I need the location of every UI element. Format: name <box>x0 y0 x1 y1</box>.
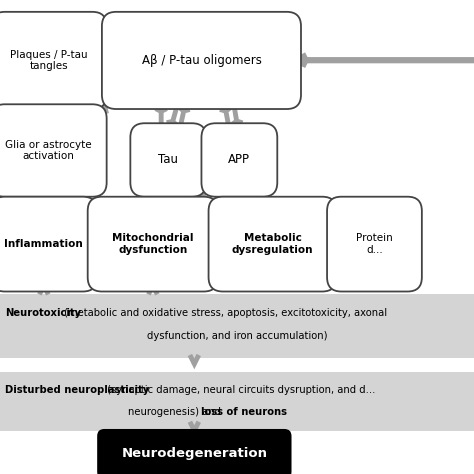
Bar <box>0 294 474 358</box>
FancyBboxPatch shape <box>88 197 218 292</box>
FancyBboxPatch shape <box>130 123 206 197</box>
Text: (metabolic and oxidative stress, apoptosis, excitotoxicity, axonal: (metabolic and oxidative stress, apoptos… <box>61 308 387 318</box>
Text: Neurotoxicity: Neurotoxicity <box>5 308 81 318</box>
FancyBboxPatch shape <box>0 12 107 109</box>
FancyBboxPatch shape <box>327 197 422 292</box>
Text: (synaptic damage, neural circuits dysruption, and d...: (synaptic damage, neural circuits dysrup… <box>104 385 376 395</box>
Text: Glia or astrocyte
activation: Glia or astrocyte activation <box>5 140 92 161</box>
Text: Neurodegeneration: Neurodegeneration <box>121 447 267 460</box>
Text: Plaques / P-tau
tangles: Plaques / P-tau tangles <box>10 50 87 71</box>
Text: Aβ / P-tau oligomers: Aβ / P-tau oligomers <box>142 54 261 67</box>
FancyBboxPatch shape <box>0 197 97 292</box>
FancyBboxPatch shape <box>97 429 292 474</box>
Text: Tau: Tau <box>158 154 178 166</box>
FancyBboxPatch shape <box>201 123 277 197</box>
FancyBboxPatch shape <box>0 104 107 197</box>
Text: Disturbed neuroplasticity: Disturbed neuroplasticity <box>5 385 149 395</box>
Text: Mitochondrial
dysfunction: Mitochondrial dysfunction <box>112 233 193 255</box>
Text: Metabolic
dysregulation: Metabolic dysregulation <box>232 233 313 255</box>
Text: APP: APP <box>228 154 250 166</box>
FancyBboxPatch shape <box>209 197 337 292</box>
Text: loss of neurons: loss of neurons <box>201 407 287 417</box>
Bar <box>0 372 474 431</box>
Text: Inflammation: Inflammation <box>4 239 83 249</box>
Text: Protein
d...: Protein d... <box>356 233 393 255</box>
FancyBboxPatch shape <box>102 12 301 109</box>
Text: neurogenesis) and: neurogenesis) and <box>128 407 224 417</box>
Text: dysfunction, and iron accumulation): dysfunction, and iron accumulation) <box>147 331 327 341</box>
